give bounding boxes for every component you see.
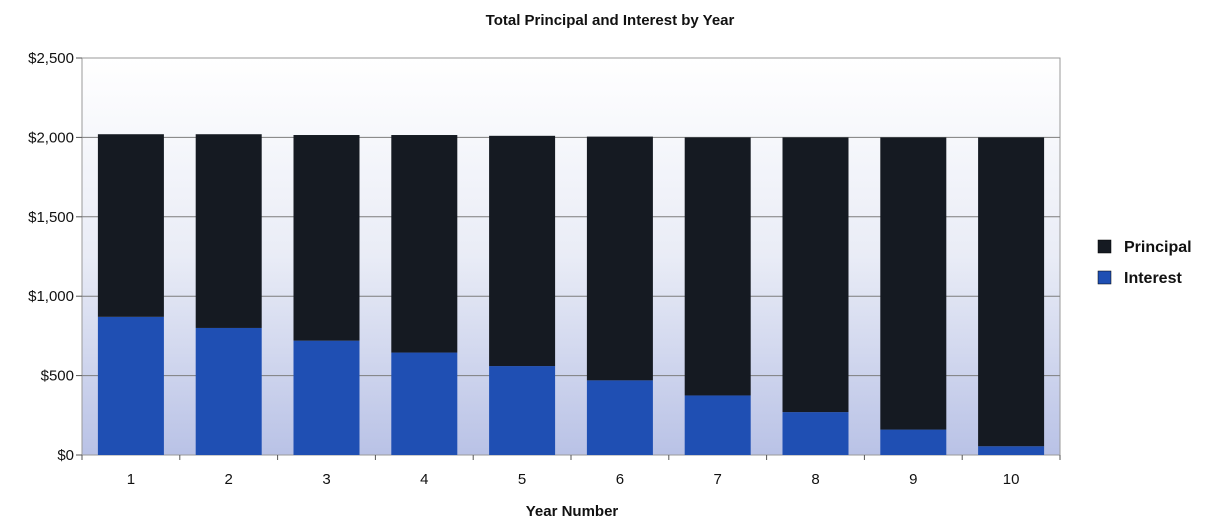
x-tick-label: 5 xyxy=(518,471,526,488)
bar-interest-year-6 xyxy=(586,380,653,455)
bar-interest-year-2 xyxy=(195,327,262,455)
bar-principal-year-5 xyxy=(489,135,556,367)
legend-label-interest: Interest xyxy=(1124,270,1182,287)
bar-interest-year-4 xyxy=(391,352,458,455)
y-axis: $0 $500 $1,000 $1,500 $2,000 $2,500 xyxy=(28,50,82,464)
x-tick-label: 9 xyxy=(909,471,917,488)
x-tick-label: 8 xyxy=(811,471,819,488)
bar-principal-year-6 xyxy=(586,136,653,381)
x-tick-label: 1 xyxy=(127,471,135,488)
x-tick-label: 2 xyxy=(225,471,233,488)
bar-interest-year-5 xyxy=(489,366,556,455)
bar-interest-year-10 xyxy=(978,446,1045,455)
x-tick-label: 4 xyxy=(420,471,428,488)
bars xyxy=(97,134,1045,455)
bar-interest-year-3 xyxy=(293,340,360,455)
bar-principal-year-2 xyxy=(195,134,262,328)
bar-interest-year-7 xyxy=(684,395,751,455)
bar-interest-year-1 xyxy=(97,316,164,455)
x-tick-label: 7 xyxy=(714,471,722,488)
x-tick-label: 3 xyxy=(322,471,330,488)
legend-swatch-principal xyxy=(1097,239,1112,254)
bar-principal-year-10 xyxy=(978,137,1045,447)
y-tick-label: $1,500 xyxy=(28,209,74,226)
legend: Principal Interest xyxy=(1097,239,1192,287)
bar-principal-year-3 xyxy=(293,135,360,341)
bar-principal-year-1 xyxy=(97,134,164,317)
x-tick-label: 6 xyxy=(616,471,624,488)
bar-interest-year-9 xyxy=(880,429,947,455)
x-axis-title: Year Number xyxy=(526,503,619,520)
x-tick-label: 10 xyxy=(1003,471,1020,488)
legend-label-principal: Principal xyxy=(1124,239,1192,256)
bar-principal-year-8 xyxy=(782,137,849,413)
y-tick-label: $2,000 xyxy=(28,129,74,146)
legend-swatch-interest xyxy=(1097,270,1112,285)
bar-principal-year-9 xyxy=(880,137,947,430)
y-tick-label: $2,500 xyxy=(28,50,74,67)
y-tick-label: $1,000 xyxy=(28,288,74,305)
x-axis: 1 2 3 4 5 6 7 8 9 10 xyxy=(81,455,1061,488)
bar-principal-year-7 xyxy=(684,137,751,396)
chart-title: Total Principal and Interest by Year xyxy=(486,12,735,29)
y-tick-label: $0 xyxy=(57,447,74,464)
bar-principal-year-4 xyxy=(391,135,458,353)
bar-interest-year-8 xyxy=(782,412,849,455)
y-tick-label: $500 xyxy=(41,368,74,385)
